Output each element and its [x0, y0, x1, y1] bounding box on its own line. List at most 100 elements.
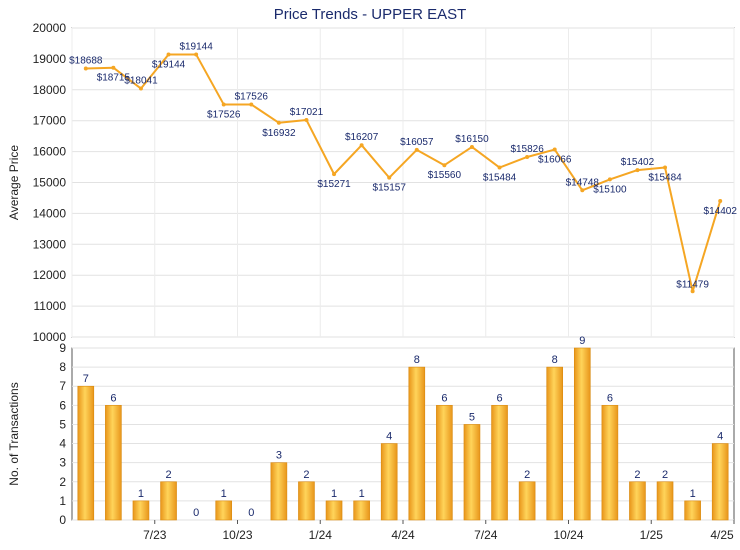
- price-point-label: $16207: [345, 132, 379, 143]
- transaction-bar: [601, 405, 619, 521]
- transaction-bar-label: 9: [579, 335, 585, 347]
- price-point: [414, 147, 419, 152]
- price-point: [497, 165, 502, 170]
- transactions-y-tick-label: 8: [59, 360, 66, 374]
- price-point-label: $18715: [97, 73, 131, 84]
- x-tick-label: 4/25: [710, 528, 734, 542]
- transaction-bar-label: 0: [193, 507, 199, 519]
- price-point-label: $16066: [538, 155, 572, 166]
- price-point: [469, 144, 474, 149]
- transaction-bar-label: 2: [165, 469, 171, 481]
- transaction-bar-label: 8: [552, 354, 558, 366]
- price-y-tick-label: 17000: [33, 114, 67, 128]
- price-point: [249, 102, 254, 107]
- transaction-bar-label: 4: [386, 431, 392, 443]
- transaction-bar-label: 2: [634, 469, 640, 481]
- transaction-bar: [105, 405, 122, 521]
- transactions-y-axis-label: No. of Transactions: [7, 382, 21, 485]
- price-point: [221, 102, 226, 107]
- transaction-bar-label: 1: [690, 488, 696, 500]
- transaction-bar: [491, 405, 508, 521]
- transaction-bar-label: 6: [607, 392, 613, 404]
- price-point-label: $14748: [566, 177, 600, 188]
- transactions-y-tick-label: 6: [59, 398, 66, 412]
- price-point-label: $17021: [290, 107, 324, 118]
- transaction-bar: [270, 462, 288, 521]
- transaction-bar-label: 8: [414, 354, 420, 366]
- price-point: [607, 177, 612, 182]
- price-point-label: $15484: [483, 173, 517, 184]
- price-y-tick-label: 18000: [33, 83, 67, 97]
- price-y-tick-label: 19000: [33, 52, 67, 66]
- price-y-tick-label: 10000: [33, 330, 67, 344]
- price-plot: 10000 11000 12000 13000 14000 15000 16000 17000…: [7, 21, 737, 344]
- x-tick-label: 4/24: [391, 528, 415, 542]
- transaction-bar: [353, 500, 370, 521]
- transactions-y-tick-label: 5: [59, 417, 66, 431]
- price-point: [580, 188, 585, 193]
- transactions-y-tick-label: 3: [59, 456, 66, 470]
- price-point-label: $19144: [152, 59, 186, 70]
- price-point-label: $15484: [648, 173, 682, 184]
- x-tick-label: 7/24: [474, 528, 498, 542]
- price-point: [359, 143, 364, 148]
- x-tick-label: 7/23: [143, 528, 167, 542]
- transaction-bar: [656, 481, 674, 521]
- price-y-tick-label: 20000: [33, 21, 67, 35]
- price-point-label: $16150: [455, 134, 489, 145]
- price-point-label: $17526: [207, 109, 241, 120]
- transaction-bar: [160, 481, 177, 521]
- transaction-bar: [518, 481, 536, 521]
- price-point: [690, 289, 695, 294]
- transaction-bar-label: 6: [496, 392, 502, 404]
- transaction-bar: [380, 443, 398, 521]
- transaction-bar-label: 4: [717, 431, 723, 443]
- transactions-plot: 0 1 2 3 4 5 6 7 8 9 No. of Transactions 7 6 1 2 0 1 0 3 2 1 1…: [7, 335, 735, 542]
- price-point-label: $11479: [676, 279, 709, 290]
- price-point-label: $16057: [400, 137, 434, 148]
- transaction-bar-label: 3: [276, 450, 282, 462]
- price-point: [111, 65, 116, 70]
- transaction-bar: [546, 366, 564, 521]
- price-point-label: $15560: [428, 170, 462, 181]
- price-point: [138, 86, 143, 91]
- transactions-y-tick-label: 9: [59, 341, 66, 355]
- transaction-bar-label: 1: [221, 488, 227, 500]
- x-tick-label: 1/25: [640, 528, 664, 542]
- transaction-bar-label: 5: [469, 411, 475, 423]
- transaction-bar: [215, 500, 233, 521]
- price-point-label: $18688: [69, 56, 103, 67]
- price-point: [387, 175, 392, 180]
- price-point-label: $15157: [373, 183, 407, 194]
- transaction-bar-label: 6: [441, 392, 447, 404]
- transaction-bar: [463, 424, 481, 521]
- transactions-y-tick-label: 4: [59, 437, 66, 451]
- price-series-line: [85, 53, 722, 293]
- price-point-label: $14402: [704, 206, 738, 217]
- price-y-tick-label: 16000: [33, 145, 67, 159]
- x-tick-label: 1/24: [309, 528, 333, 542]
- transaction-bar-label: 1: [331, 488, 337, 500]
- price-y-axis-label: Average Price: [7, 145, 21, 220]
- price-y-tick-label: 14000: [33, 206, 67, 220]
- price-point: [276, 120, 281, 125]
- price-point: [304, 118, 309, 123]
- price-point: [635, 168, 640, 173]
- transaction-bar: [298, 481, 315, 521]
- transactions-y-tick-label: 1: [59, 494, 66, 508]
- price-point: [663, 165, 668, 170]
- transactions-y-tick-label: 2: [59, 475, 66, 489]
- price-point-label: $15271: [317, 179, 351, 190]
- transaction-bar: [408, 366, 426, 521]
- transaction-bar: [684, 500, 701, 521]
- transaction-bar-label: 1: [138, 488, 144, 500]
- price-y-tick-label: 11000: [34, 299, 67, 313]
- price-point-label: $18041: [124, 76, 158, 87]
- transaction-bar: [132, 500, 150, 521]
- transaction-bar-label: 6: [110, 392, 116, 404]
- transactions-y-tick-label: 7: [59, 379, 66, 393]
- price-point: [552, 147, 557, 152]
- price-y-tick-label: 15000: [33, 176, 67, 190]
- transaction-bar: [436, 405, 453, 521]
